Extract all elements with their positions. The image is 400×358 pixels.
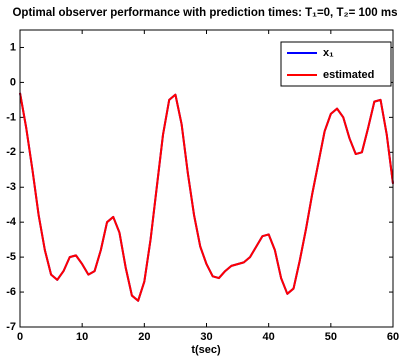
chart-title: Optimal observer performance with predic… [12, 7, 397, 19]
legend-box [280, 41, 392, 87]
y-tick-label: -3 [6, 181, 16, 193]
data-line [19, 92, 394, 302]
y-tick-label: -4 [6, 216, 17, 228]
legend-label: x₁ [323, 47, 334, 59]
y-tick-label: -1 [6, 111, 16, 123]
x-tick-label: 40 [263, 331, 275, 343]
y-tick-label: -5 [6, 251, 16, 263]
x-tick-label: 0 [17, 331, 23, 343]
x-tick-label: 60 [387, 331, 399, 343]
x-tick-label: 50 [325, 331, 337, 343]
x-tick-label: 10 [76, 331, 88, 343]
legend-label: estimated [323, 69, 374, 81]
legend: x₁ estimated [280, 41, 392, 87]
x-axis-label: t(sec) [191, 344, 221, 356]
y-tick-label: -7 [6, 321, 16, 333]
x-tick-label: 20 [138, 331, 150, 343]
y-tick-label: -6 [6, 286, 16, 298]
x-tick-label: 30 [200, 331, 212, 343]
plot-frame [19, 29, 394, 328]
y-tick-label: -2 [6, 146, 16, 158]
y-tick-label: 1 [10, 41, 16, 53]
y-tick-label: 0 [10, 76, 16, 88]
